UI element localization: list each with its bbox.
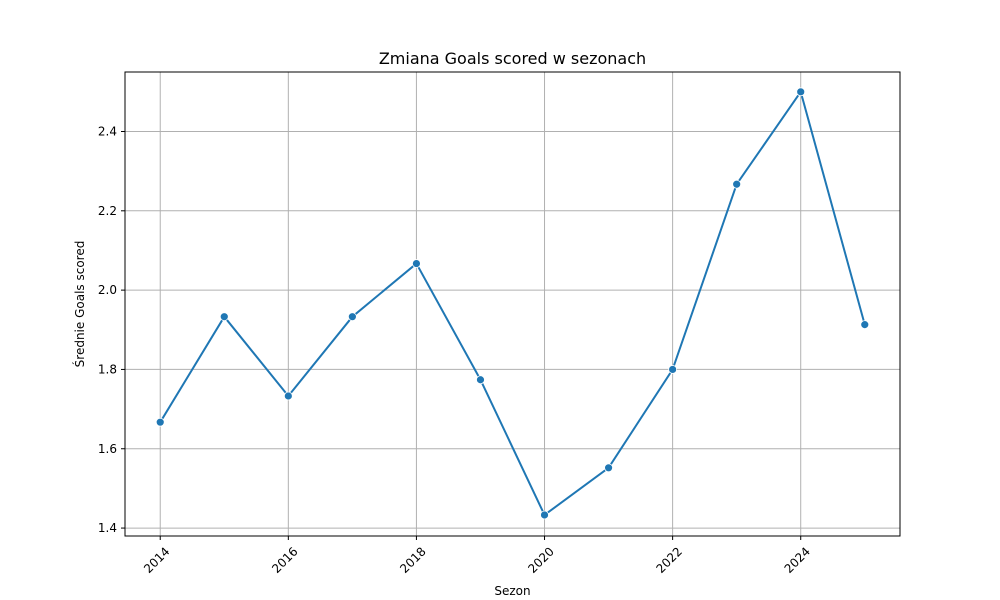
data-point xyxy=(668,365,678,374)
chart-title: Zmiana Goals scored w sezonach xyxy=(379,49,646,68)
data-point xyxy=(347,312,357,322)
data-point xyxy=(604,463,613,473)
data-point xyxy=(155,417,165,427)
y-tick-label: 1.4 xyxy=(98,521,117,535)
grid-lines xyxy=(125,72,900,536)
y-tick-label: 1.8 xyxy=(98,362,117,376)
y-tick-label: 2.4 xyxy=(98,124,117,138)
y-axis-title: Średnie Goals scored xyxy=(72,241,87,368)
data-point xyxy=(540,510,549,520)
y-tick-label: 2.0 xyxy=(98,283,117,297)
data-point xyxy=(476,375,485,385)
data-point xyxy=(219,312,229,322)
series-line xyxy=(159,90,866,516)
data-point xyxy=(412,259,421,268)
data-point xyxy=(796,87,806,97)
x-axis-title: Sezon xyxy=(494,584,530,598)
data-series xyxy=(155,87,870,520)
data-point xyxy=(283,391,293,401)
data-point xyxy=(860,320,870,330)
data-point xyxy=(732,179,742,189)
y-tick-label: 1.6 xyxy=(98,442,117,456)
plot-frame xyxy=(124,71,901,537)
y-tick-label: 2.2 xyxy=(98,204,117,218)
